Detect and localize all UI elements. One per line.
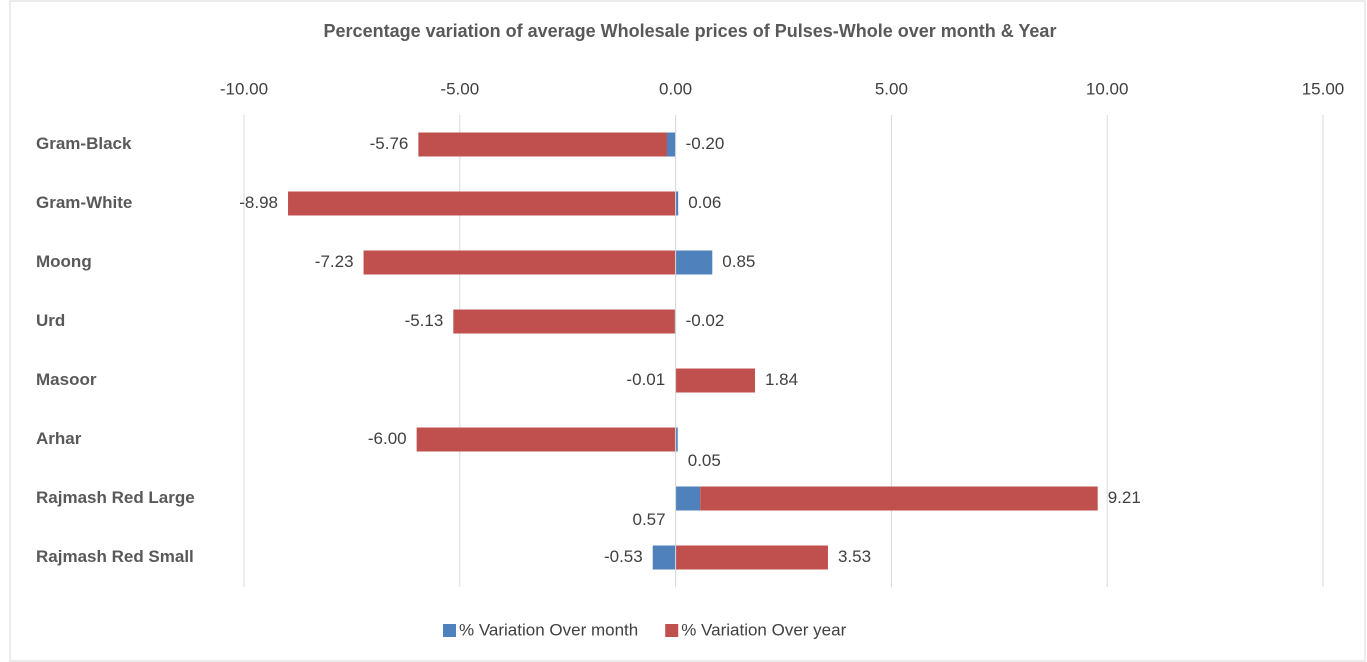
x-tick-label: 5.00 [875,79,908,98]
category-label: Rajmash Red Small [36,547,194,566]
data-label: -0.01 [626,370,665,389]
bar [675,486,701,511]
data-label: -6.00 [368,429,407,448]
data-label: 0.85 [722,252,755,271]
bar [675,368,756,393]
x-tick-label: -10.00 [220,79,268,98]
bar [675,427,678,452]
bar [700,486,1098,511]
bar [675,545,828,570]
category-label: Gram-White [36,193,132,212]
data-label: 0.05 [688,451,721,470]
data-label: -0.53 [604,547,643,566]
data-label: 9.21 [1108,488,1141,507]
bar [666,132,676,157]
x-tick-label: -5.00 [440,79,479,98]
bar [675,250,713,275]
data-label: -7.23 [315,252,354,271]
legend-swatch [665,624,679,637]
category-label: Arhar [36,429,82,448]
category-label: Moong [36,252,92,271]
bar [453,309,675,334]
bar [363,250,676,275]
legend-label: % Variation Over month [459,620,638,639]
data-label: -0.02 [686,311,725,330]
x-tick-label: 0.00 [659,79,692,98]
bar [418,132,667,157]
bar [675,191,679,216]
category-label: Masoor [36,370,97,389]
category-label: Urd [36,311,65,330]
legend-label: % Variation Over year [681,620,846,639]
data-label: 3.53 [838,547,871,566]
data-label: 0.57 [633,510,666,529]
x-tick-label: 10.00 [1086,79,1129,98]
data-label: -0.20 [686,134,725,153]
bar [288,191,676,216]
data-label: 1.84 [765,370,798,389]
category-label: Gram-Black [36,134,132,153]
bar [652,545,676,570]
bar [416,427,676,452]
chart-title: Percentage variation of average Wholesal… [324,21,1057,41]
data-label: -8.98 [239,193,278,212]
data-label: 0.06 [688,193,721,212]
data-label: -5.76 [370,134,409,153]
category-label: Rajmash Red Large [36,488,195,507]
data-label: -5.13 [405,311,444,330]
x-tick-label: 15.00 [1302,79,1345,98]
legend-swatch [443,624,456,637]
